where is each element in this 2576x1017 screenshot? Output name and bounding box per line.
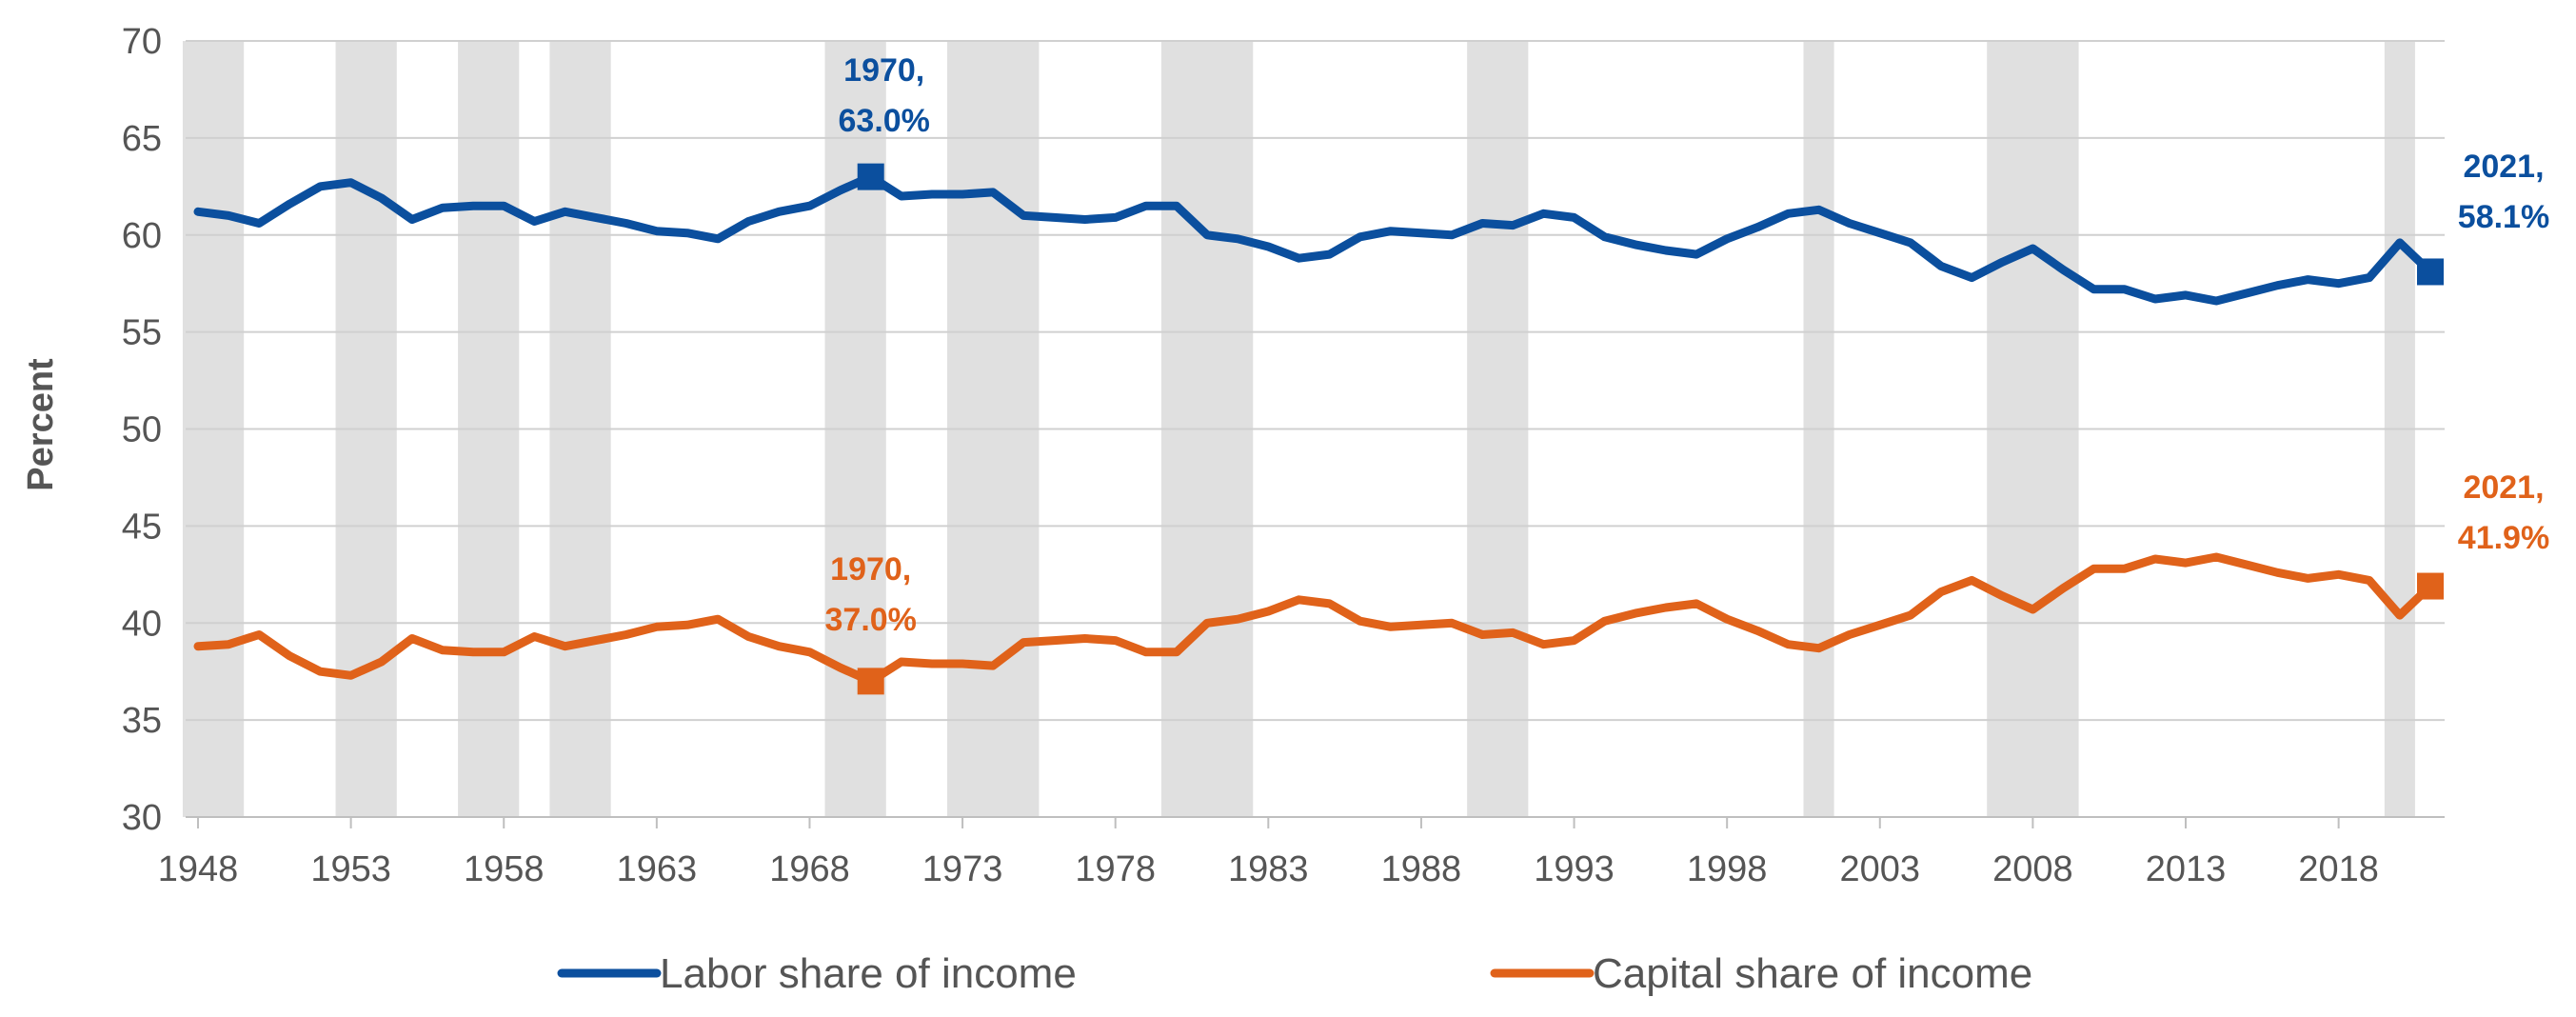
annotations: 1970, 63.0% 2021, 58.1% 1970, 37.0% 2021, 41.9% <box>825 52 2550 638</box>
series-lines <box>193 172 2435 686</box>
annotation-marker <box>2417 258 2444 286</box>
annotation-label-value: 58.1% <box>2458 199 2549 235</box>
x-tick-label: 1948 <box>158 849 239 889</box>
annotation-label-value: 63.0% <box>839 103 930 139</box>
annotation-marker <box>2417 572 2444 600</box>
x-tick-label: 2018 <box>2298 849 2379 889</box>
y-tick-label: 60 <box>122 216 162 256</box>
y-tick-label: 65 <box>122 119 162 159</box>
annotation-label-year: 2021, <box>2463 149 2544 185</box>
series-line-capital <box>193 552 2435 686</box>
annotation-label-value: 37.0% <box>825 602 917 638</box>
annotation-label-year: 2021, <box>2463 469 2544 506</box>
x-tick-label: 1973 <box>922 849 1003 889</box>
y-tick-label: 30 <box>122 798 162 838</box>
annotation-label-year: 1970, <box>830 551 911 588</box>
legend-label: Labor share of income <box>660 950 1077 997</box>
x-tick-label: 1963 <box>617 849 698 889</box>
y-tick-label: 40 <box>122 604 162 644</box>
y-tick-label: 45 <box>122 507 162 547</box>
x-axis-ticks: 1948 1953 1958 1963 1968 1973 1978 1983 1988 1993… <box>158 817 2379 889</box>
x-tick-label: 2003 <box>1840 849 1921 889</box>
annotation-marker <box>857 163 884 190</box>
x-tick-label: 1998 <box>1687 849 1768 889</box>
y-tick-label: 70 <box>122 22 162 62</box>
y-tick-label: 55 <box>122 313 162 353</box>
x-tick-label: 1953 <box>310 849 391 889</box>
gridlines <box>186 40 2445 818</box>
x-tick-label: 1983 <box>1228 849 1309 889</box>
legend-label: Capital share of income <box>1593 950 2032 997</box>
series-line-labor <box>193 172 2435 306</box>
x-tick-label: 1958 <box>464 849 545 889</box>
annotation-label-year: 1970, <box>843 52 924 89</box>
x-tick-label: 2008 <box>1992 849 2073 889</box>
legend: Labor share of income Capital share of in… <box>557 950 2032 997</box>
x-tick-label: 1968 <box>769 849 850 889</box>
x-tick-label: 2013 <box>2146 849 2227 889</box>
annotation-label-value: 41.9% <box>2458 520 2549 556</box>
y-axis-ticks: 30 35 40 45 50 55 60 65 70 <box>122 22 162 838</box>
annotation-marker <box>857 668 884 695</box>
y-tick-label: 35 <box>122 701 162 741</box>
y-axis-title: Percent <box>21 358 61 491</box>
x-tick-label: 1988 <box>1381 849 1462 889</box>
x-tick-label: 1978 <box>1075 849 1156 889</box>
y-tick-label: 50 <box>122 410 162 450</box>
x-tick-label: 1993 <box>1534 849 1615 889</box>
annotation-markers <box>857 163 2444 695</box>
